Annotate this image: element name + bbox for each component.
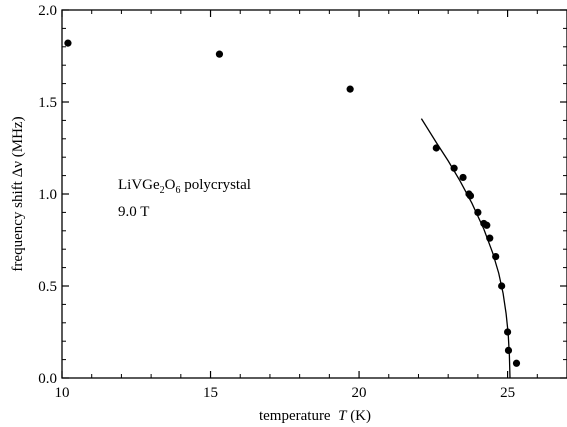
data-point (346, 85, 354, 93)
y-tick-label: 1.0 (38, 187, 57, 203)
y-axis-label: frequency shift Δν (MHz) (10, 116, 26, 271)
data-point (64, 39, 72, 47)
data-point (474, 208, 482, 216)
y-tick-label: 2.0 (38, 3, 57, 19)
x-tick-label: 25 (500, 385, 515, 401)
data-point (483, 221, 491, 229)
fit-curve (420, 118, 511, 379)
annotation-line2: 9.0 T (118, 204, 149, 220)
x-tick-labels: 10 15 20 25 (55, 385, 516, 401)
x-tick-label: 20 (352, 385, 367, 401)
x-tick-label: 15 (203, 385, 218, 401)
x-axis-label: temperature T (K) (259, 408, 371, 424)
data-point (459, 173, 467, 182)
data-point (512, 359, 521, 367)
y-tick-label: 0.0 (38, 371, 57, 387)
data-point (450, 164, 458, 172)
y-tick-label: 1.5 (38, 95, 57, 111)
x-tick-label: 10 (55, 385, 70, 401)
annotation-line1: LiVGe2O6 polycrystal (118, 177, 251, 196)
data-marks (64, 39, 521, 379)
plot-frame (61, 9, 567, 379)
y-tick-label: 0.5 (38, 279, 57, 295)
ticks (61, 9, 567, 379)
data-point (215, 50, 224, 58)
y-tick-labels: 0.0 0.5 1.0 1.5 2.0 (38, 3, 57, 387)
